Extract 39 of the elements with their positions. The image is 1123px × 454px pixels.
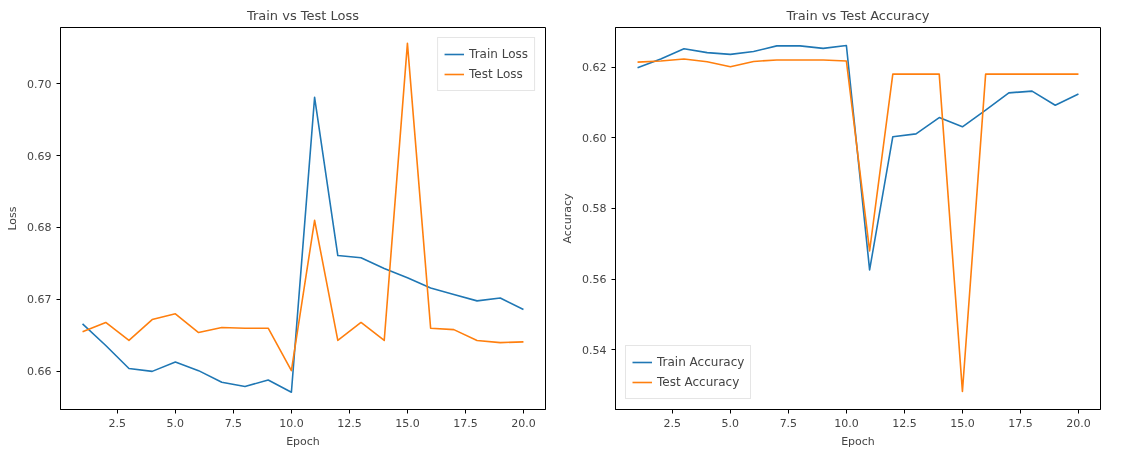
legend-label: Test Loss (469, 67, 523, 81)
legend-label: Test Accuracy (657, 375, 740, 389)
x-tick-label: 7.5 (224, 416, 243, 430)
x-tick-label: 2.5 (663, 416, 682, 430)
legend-label: Train Accuracy (657, 355, 745, 369)
x-tick-label: 20.0 (1066, 416, 1091, 430)
x-tick-label: 17.5 (453, 416, 478, 430)
chart-title: Train vs Test Loss (245, 7, 360, 23)
y-axis-title: Accuracy (561, 192, 575, 244)
y-tick-label: 0.56 (582, 273, 607, 287)
y-tick-label: 0.58 (582, 202, 607, 216)
y-tick-label: 0.68 (27, 221, 52, 235)
x-tick-label: 12.5 (337, 416, 362, 430)
x-tick-label: 2.5 (108, 416, 127, 430)
line-series (636, 44, 1080, 271)
legend-label: Train Loss (469, 47, 528, 61)
line-series (636, 58, 1080, 393)
line-series (81, 96, 525, 394)
x-tick-label: 20.0 (511, 416, 536, 430)
y-tick-label: 0.67 (27, 293, 52, 307)
x-axis-title: Epoch (841, 434, 875, 448)
x-tick-label: 7.5 (779, 416, 798, 430)
x-tick-label: 15.0 (950, 416, 975, 430)
x-tick-label: 17.5 (1008, 416, 1033, 430)
y-tick-label: 0.69 (27, 149, 52, 163)
y-tick-label: 0.60 (582, 131, 607, 145)
x-tick-label: 5.0 (166, 416, 185, 430)
x-tick-label: 10.0 (279, 416, 304, 430)
x-tick-label: 12.5 (892, 416, 917, 430)
x-tick-label: 15.0 (395, 416, 420, 430)
y-tick-label: 0.70 (27, 77, 52, 91)
chart-title: Train vs Test Accuracy (785, 7, 930, 23)
y-tick-label: 0.66 (27, 365, 52, 379)
y-tick-label: 0.54 (582, 343, 607, 357)
x-axis-title: Epoch (286, 434, 320, 448)
x-tick-label: 10.0 (834, 416, 859, 430)
y-tick-label: 0.62 (582, 61, 607, 75)
y-axis-title: Loss (6, 206, 20, 231)
x-tick-label: 5.0 (721, 416, 740, 430)
